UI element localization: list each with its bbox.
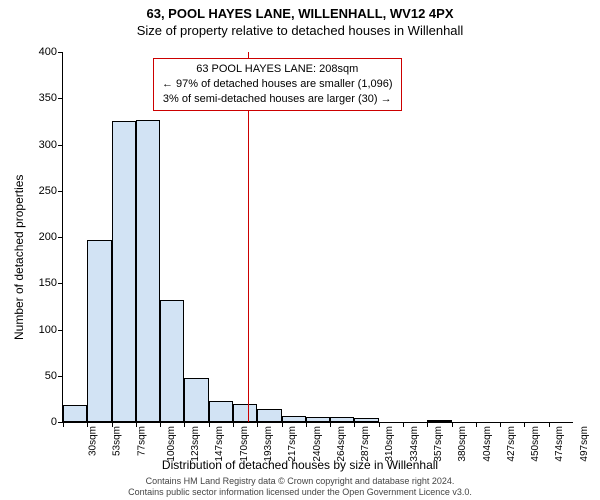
- x-tick-label: 357sqm: [433, 426, 444, 462]
- annotation-line1: 63 POOL HAYES LANE: 208sqm: [162, 62, 393, 77]
- footer-line1: Contains HM Land Registry data © Crown c…: [0, 476, 600, 487]
- histogram-bar: [354, 418, 378, 422]
- x-tick-mark: [403, 422, 404, 427]
- x-tick-mark: [233, 422, 234, 427]
- histogram-bar: [233, 404, 257, 423]
- histogram-bar: [282, 416, 306, 422]
- x-tick-label: 53sqm: [112, 426, 123, 456]
- x-tick-label: 123sqm: [190, 426, 201, 462]
- x-tick-mark: [500, 422, 501, 427]
- footer-line2: Contains public sector information licen…: [0, 487, 600, 498]
- x-tick-mark: [257, 422, 258, 427]
- x-tick-mark: [112, 422, 113, 427]
- x-tick-label: 30sqm: [88, 426, 99, 456]
- histogram-bar: [184, 378, 208, 422]
- histogram-bar: [63, 405, 87, 422]
- x-tick-label: 287sqm: [360, 426, 371, 462]
- annotation-line3: 3% of semi-detached houses are larger (3…: [162, 92, 393, 107]
- histogram-bar: [136, 120, 160, 422]
- x-tick-label: 380sqm: [457, 426, 468, 462]
- x-tick-mark: [160, 422, 161, 427]
- x-tick-mark: [379, 422, 380, 427]
- subtitle: Size of property relative to detached ho…: [0, 21, 600, 42]
- x-tick-label: 474sqm: [555, 426, 566, 462]
- x-tick-label: 100sqm: [166, 426, 177, 462]
- x-tick-label: 450sqm: [530, 426, 541, 462]
- plot-area: 050100150200250300350400 30sqm53sqm77sqm…: [62, 52, 573, 423]
- x-tick-mark: [209, 422, 210, 427]
- histogram-bar: [330, 417, 354, 422]
- annotation-line2: ← 97% of detached houses are smaller (1,…: [162, 77, 393, 92]
- x-tick-label: 497sqm: [579, 426, 590, 462]
- x-tick-label: 77sqm: [136, 426, 147, 456]
- x-tick-mark: [63, 422, 64, 427]
- histogram-bar: [87, 240, 111, 422]
- y-tick-mark: [58, 191, 63, 192]
- x-tick-label: 217sqm: [287, 426, 298, 462]
- x-tick-label: 193sqm: [263, 426, 274, 462]
- y-tick-mark: [58, 145, 63, 146]
- y-tick-mark: [58, 376, 63, 377]
- x-tick-mark: [184, 422, 185, 427]
- histogram-bar: [112, 121, 136, 422]
- x-tick-mark: [354, 422, 355, 427]
- histogram-bar: [160, 300, 184, 422]
- x-tick-label: 170sqm: [239, 426, 250, 462]
- y-axis-label: Number of detached properties: [12, 85, 26, 250]
- chart-container: 63, POOL HAYES LANE, WILLENHALL, WV12 4P…: [0, 0, 600, 500]
- x-axis-label: Distribution of detached houses by size …: [0, 458, 600, 472]
- x-tick-mark: [306, 422, 307, 427]
- x-tick-mark: [282, 422, 283, 427]
- x-tick-label: 404sqm: [482, 426, 493, 462]
- x-tick-mark: [136, 422, 137, 427]
- x-tick-mark: [330, 422, 331, 427]
- histogram-bar: [306, 417, 330, 422]
- histogram-bar: [427, 420, 451, 422]
- x-tick-mark: [87, 422, 88, 427]
- footer: Contains HM Land Registry data © Crown c…: [0, 476, 600, 498]
- histogram-bar: [257, 409, 281, 422]
- x-tick-label: 147sqm: [215, 426, 226, 462]
- x-tick-mark: [524, 422, 525, 427]
- x-tick-mark: [549, 422, 550, 427]
- x-tick-mark: [476, 422, 477, 427]
- x-tick-mark: [427, 422, 428, 427]
- y-tick-mark: [58, 98, 63, 99]
- title: 63, POOL HAYES LANE, WILLENHALL, WV12 4P…: [0, 0, 600, 21]
- y-tick-mark: [58, 52, 63, 53]
- x-tick-label: 240sqm: [312, 426, 323, 462]
- x-tick-label: 334sqm: [409, 426, 420, 462]
- x-tick-label: 264sqm: [336, 426, 347, 462]
- y-tick-mark: [58, 330, 63, 331]
- y-tick-mark: [58, 237, 63, 238]
- x-tick-label: 310sqm: [385, 426, 396, 462]
- annotation-box: 63 POOL HAYES LANE: 208sqm ← 97% of deta…: [153, 58, 402, 111]
- x-tick-mark: [452, 422, 453, 427]
- y-tick-mark: [58, 283, 63, 284]
- histogram-bar: [209, 401, 233, 422]
- x-tick-label: 427sqm: [506, 426, 517, 462]
